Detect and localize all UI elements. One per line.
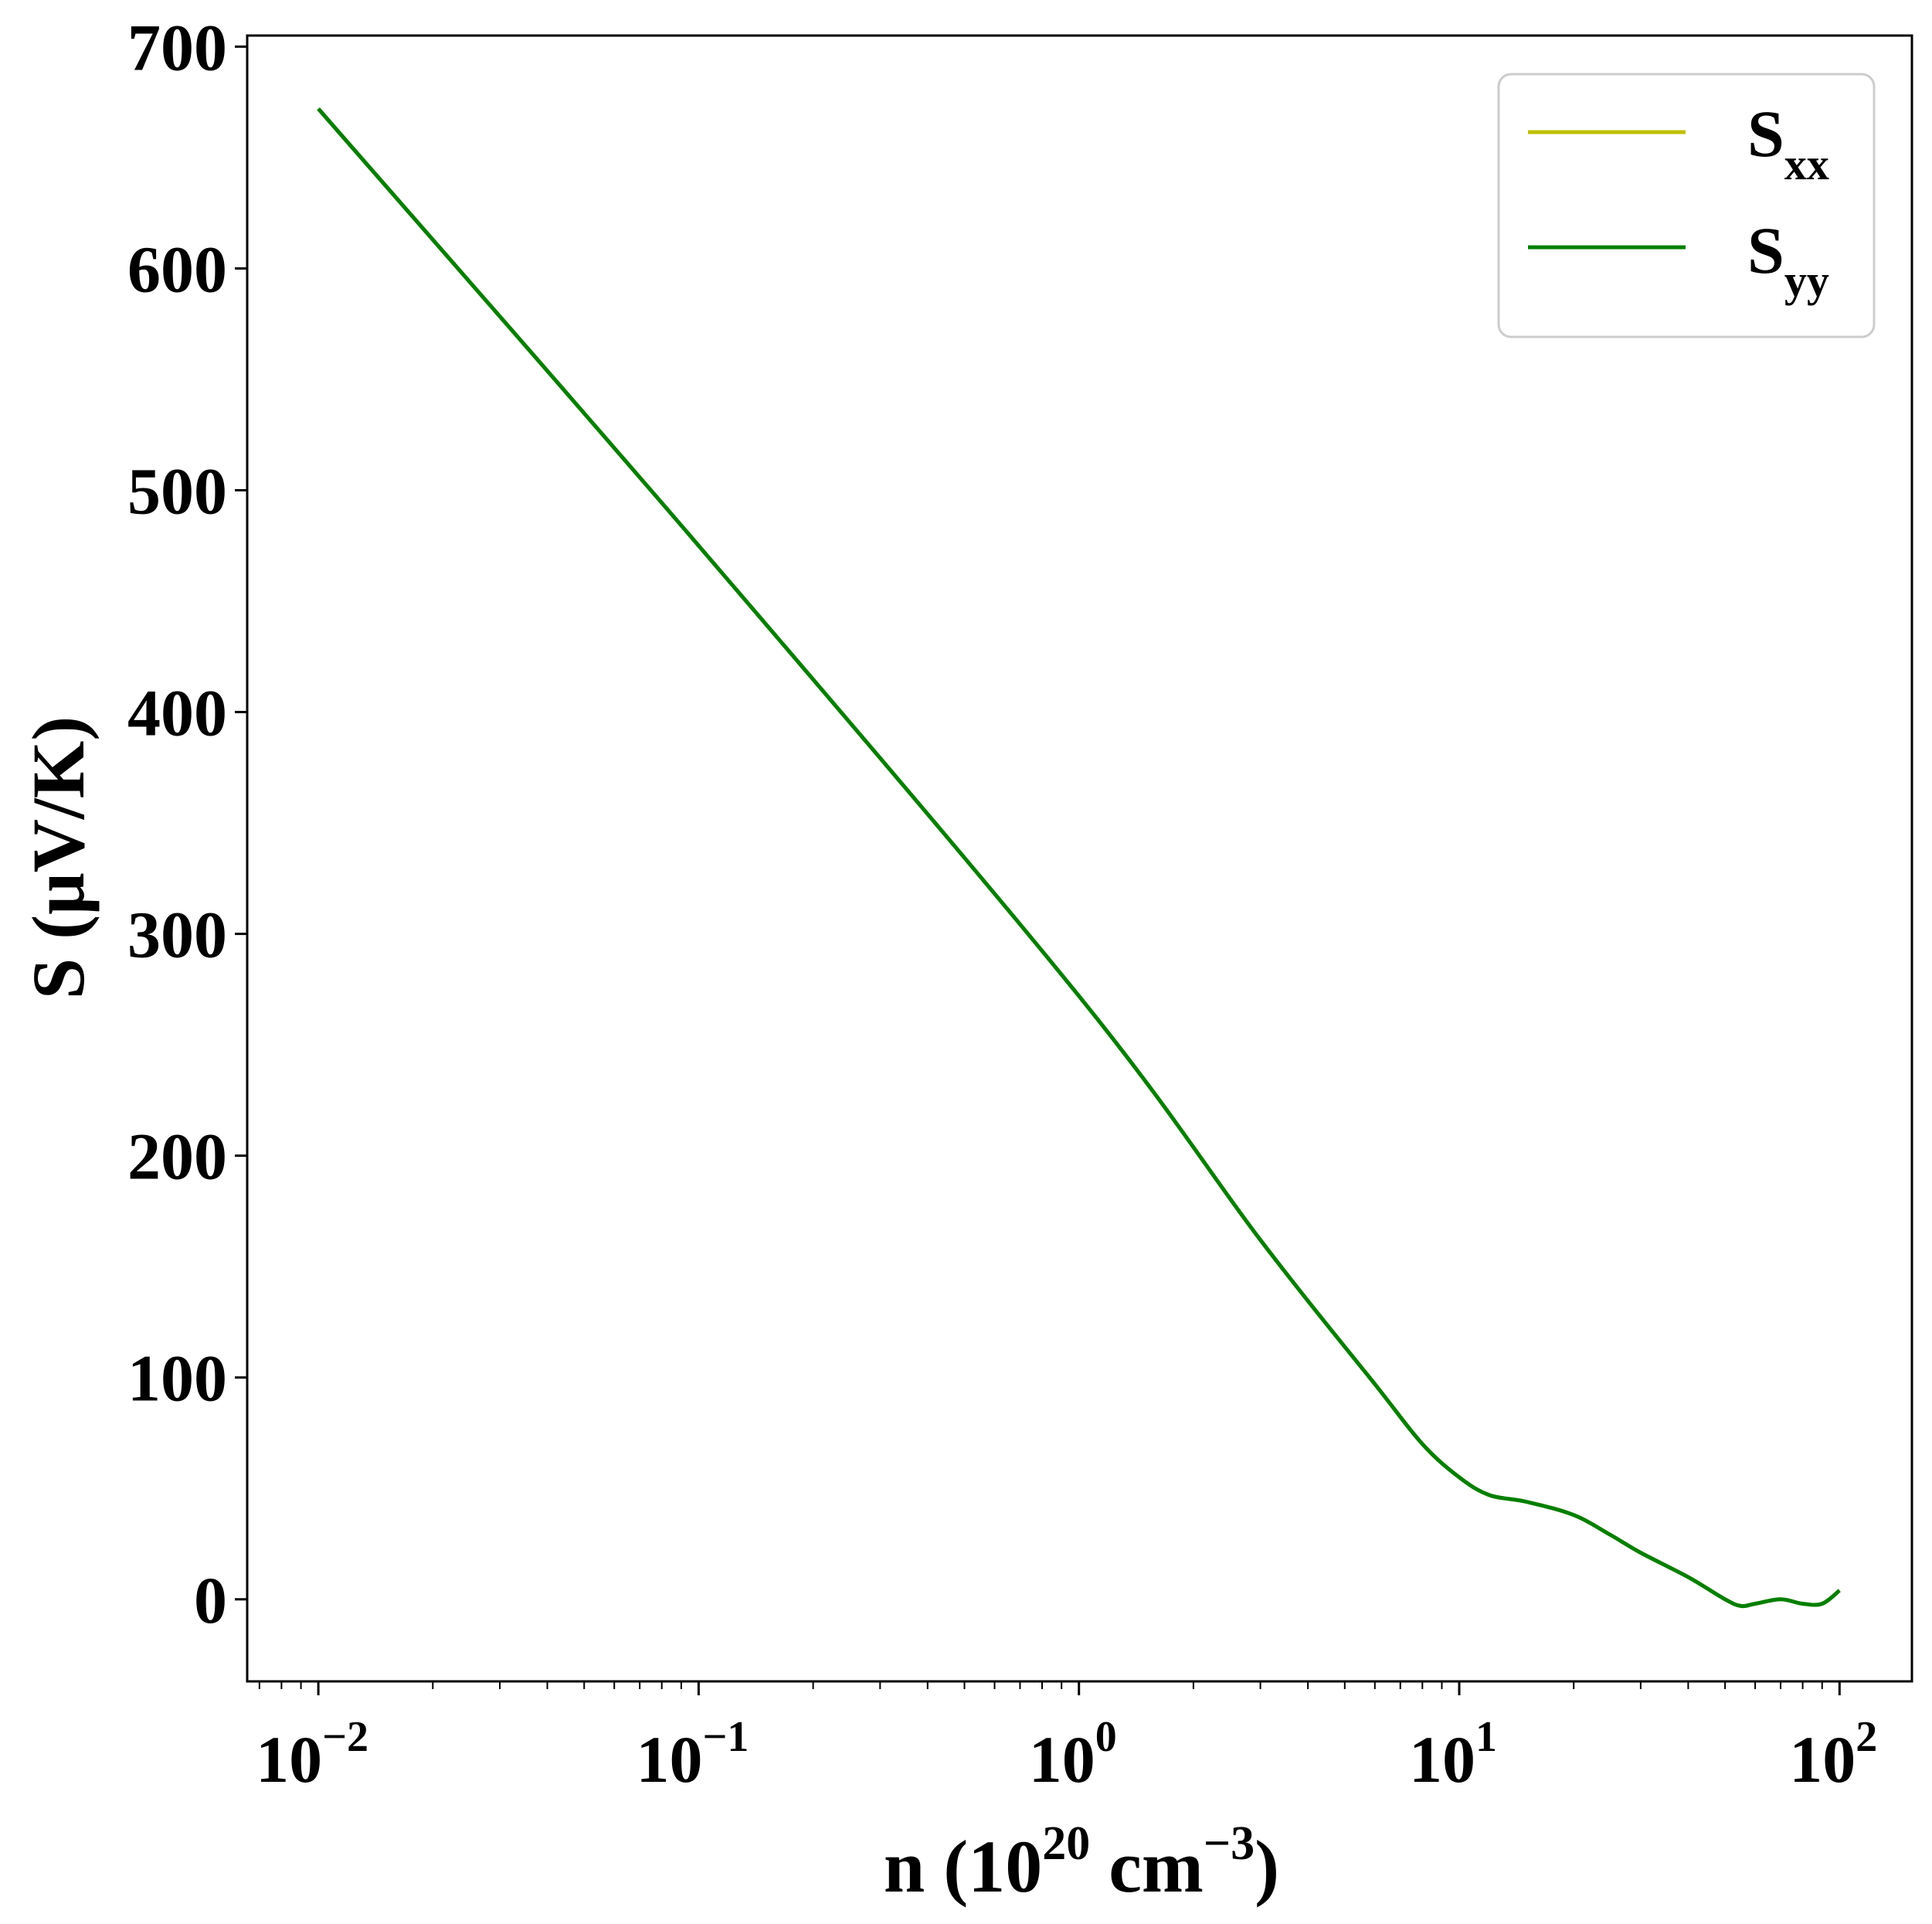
x-tick-label-base-2: 10 [1029,1722,1095,1797]
x-tick-label-4: 102 [1789,1713,1877,1797]
x-tick-label-exp-3: 1 [1475,1713,1497,1761]
x-axis-label-mid: cm [1090,1825,1204,1908]
x-axis-label-exp1: 20 [1042,1817,1090,1870]
x-axis-label: n (1020 cm−3) [884,1817,1279,1908]
y-tick-label-200: 200 [127,1120,227,1194]
x-tick-label-3: 101 [1409,1713,1497,1797]
y-tick-label-600: 600 [127,232,227,306]
x-axis-label-base: n (10 [884,1825,1042,1908]
x-axis-label-end: ) [1255,1825,1279,1908]
x-tick-label-exp-2: 0 [1095,1713,1117,1761]
y-tick-label-400: 400 [127,676,227,750]
x-tick-label-exp-1: −1 [702,1713,749,1761]
x-tick-label-base-0: 10 [256,1722,322,1797]
x-tick-label-base-4: 10 [1789,1722,1856,1797]
y-tick-label-500: 500 [127,454,227,528]
y-axis-ticks: 0 100 200 300 400 500 600 700 [127,10,247,1637]
legend: Sxx Syy [1497,73,1876,338]
legend-box [1497,73,1876,338]
x-tick-label-1: 10−1 [636,1713,749,1797]
x-tick-label-base-3: 10 [1409,1722,1475,1797]
legend-label-syy: Syy [1747,213,1829,306]
x-tick-label-exp-4: 2 [1856,1713,1877,1761]
legend-label-syy-sub: yy [1784,256,1829,306]
x-axis-ticks: 10−2 10−1 100 101 102 [256,1681,1877,1797]
legend-label-sxx-sub: xx [1784,139,1829,189]
x-tick-label-exp-0: −2 [322,1713,368,1761]
y-axis-label: S (μV/K) [17,716,100,999]
y-tick-label-300: 300 [127,898,227,972]
x-tick-label-base-1: 10 [636,1722,702,1797]
legend-label-syy-base: S [1747,213,1784,287]
legend-label-sxx-base: S [1747,97,1784,171]
x-tick-label-0: 10−2 [256,1713,368,1797]
series-layer [317,107,1841,1609]
series-line-syy [317,107,1841,1609]
y-tick-label-700: 700 [127,10,227,84]
plot-frame [246,34,1913,1683]
y-tick-label-0: 0 [194,1563,227,1637]
x-tick-label-2: 100 [1029,1713,1117,1797]
legend-label-sxx: Sxx [1747,97,1829,189]
x-axis-label-exp2: −3 [1204,1817,1255,1870]
y-tick-label-100: 100 [127,1341,227,1416]
